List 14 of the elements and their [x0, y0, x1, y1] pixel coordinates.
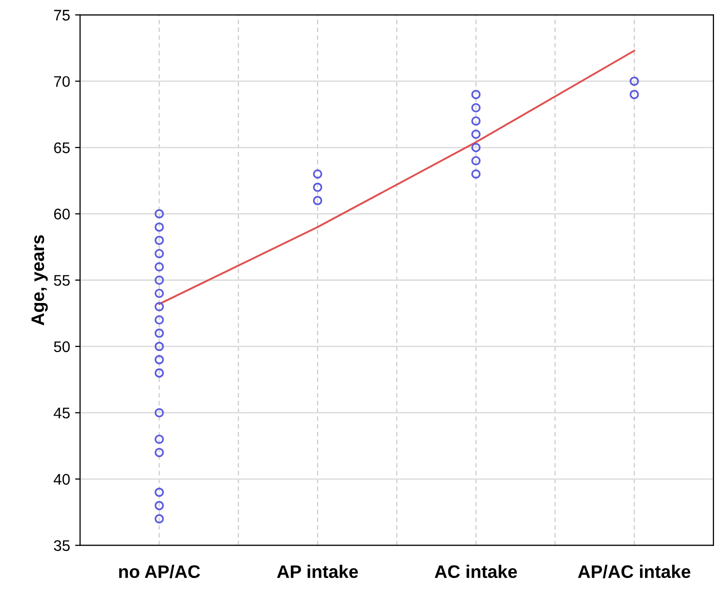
y-tick-label: 40: [54, 474, 70, 485]
y-tick-label: 60: [54, 208, 70, 220]
x-tick-label: AP/AC intake: [578, 564, 690, 578]
y-tick-label: 70: [54, 76, 70, 87]
x-tick-label: no AP/AC: [119, 564, 200, 578]
y-tick-label: 45: [54, 408, 70, 418]
y-axis-title: Age, years: [32, 235, 48, 326]
x-tick-label: AP intake: [277, 564, 358, 578]
y-tick-label: 75: [54, 10, 70, 21]
y-tick-label: 35: [54, 540, 70, 552]
y-tick-label: 65: [54, 142, 70, 154]
x-tick-label: AC intake: [434, 564, 517, 578]
y-tick-label: 50: [54, 341, 70, 352]
y-tick-label: 55: [54, 275, 70, 286]
